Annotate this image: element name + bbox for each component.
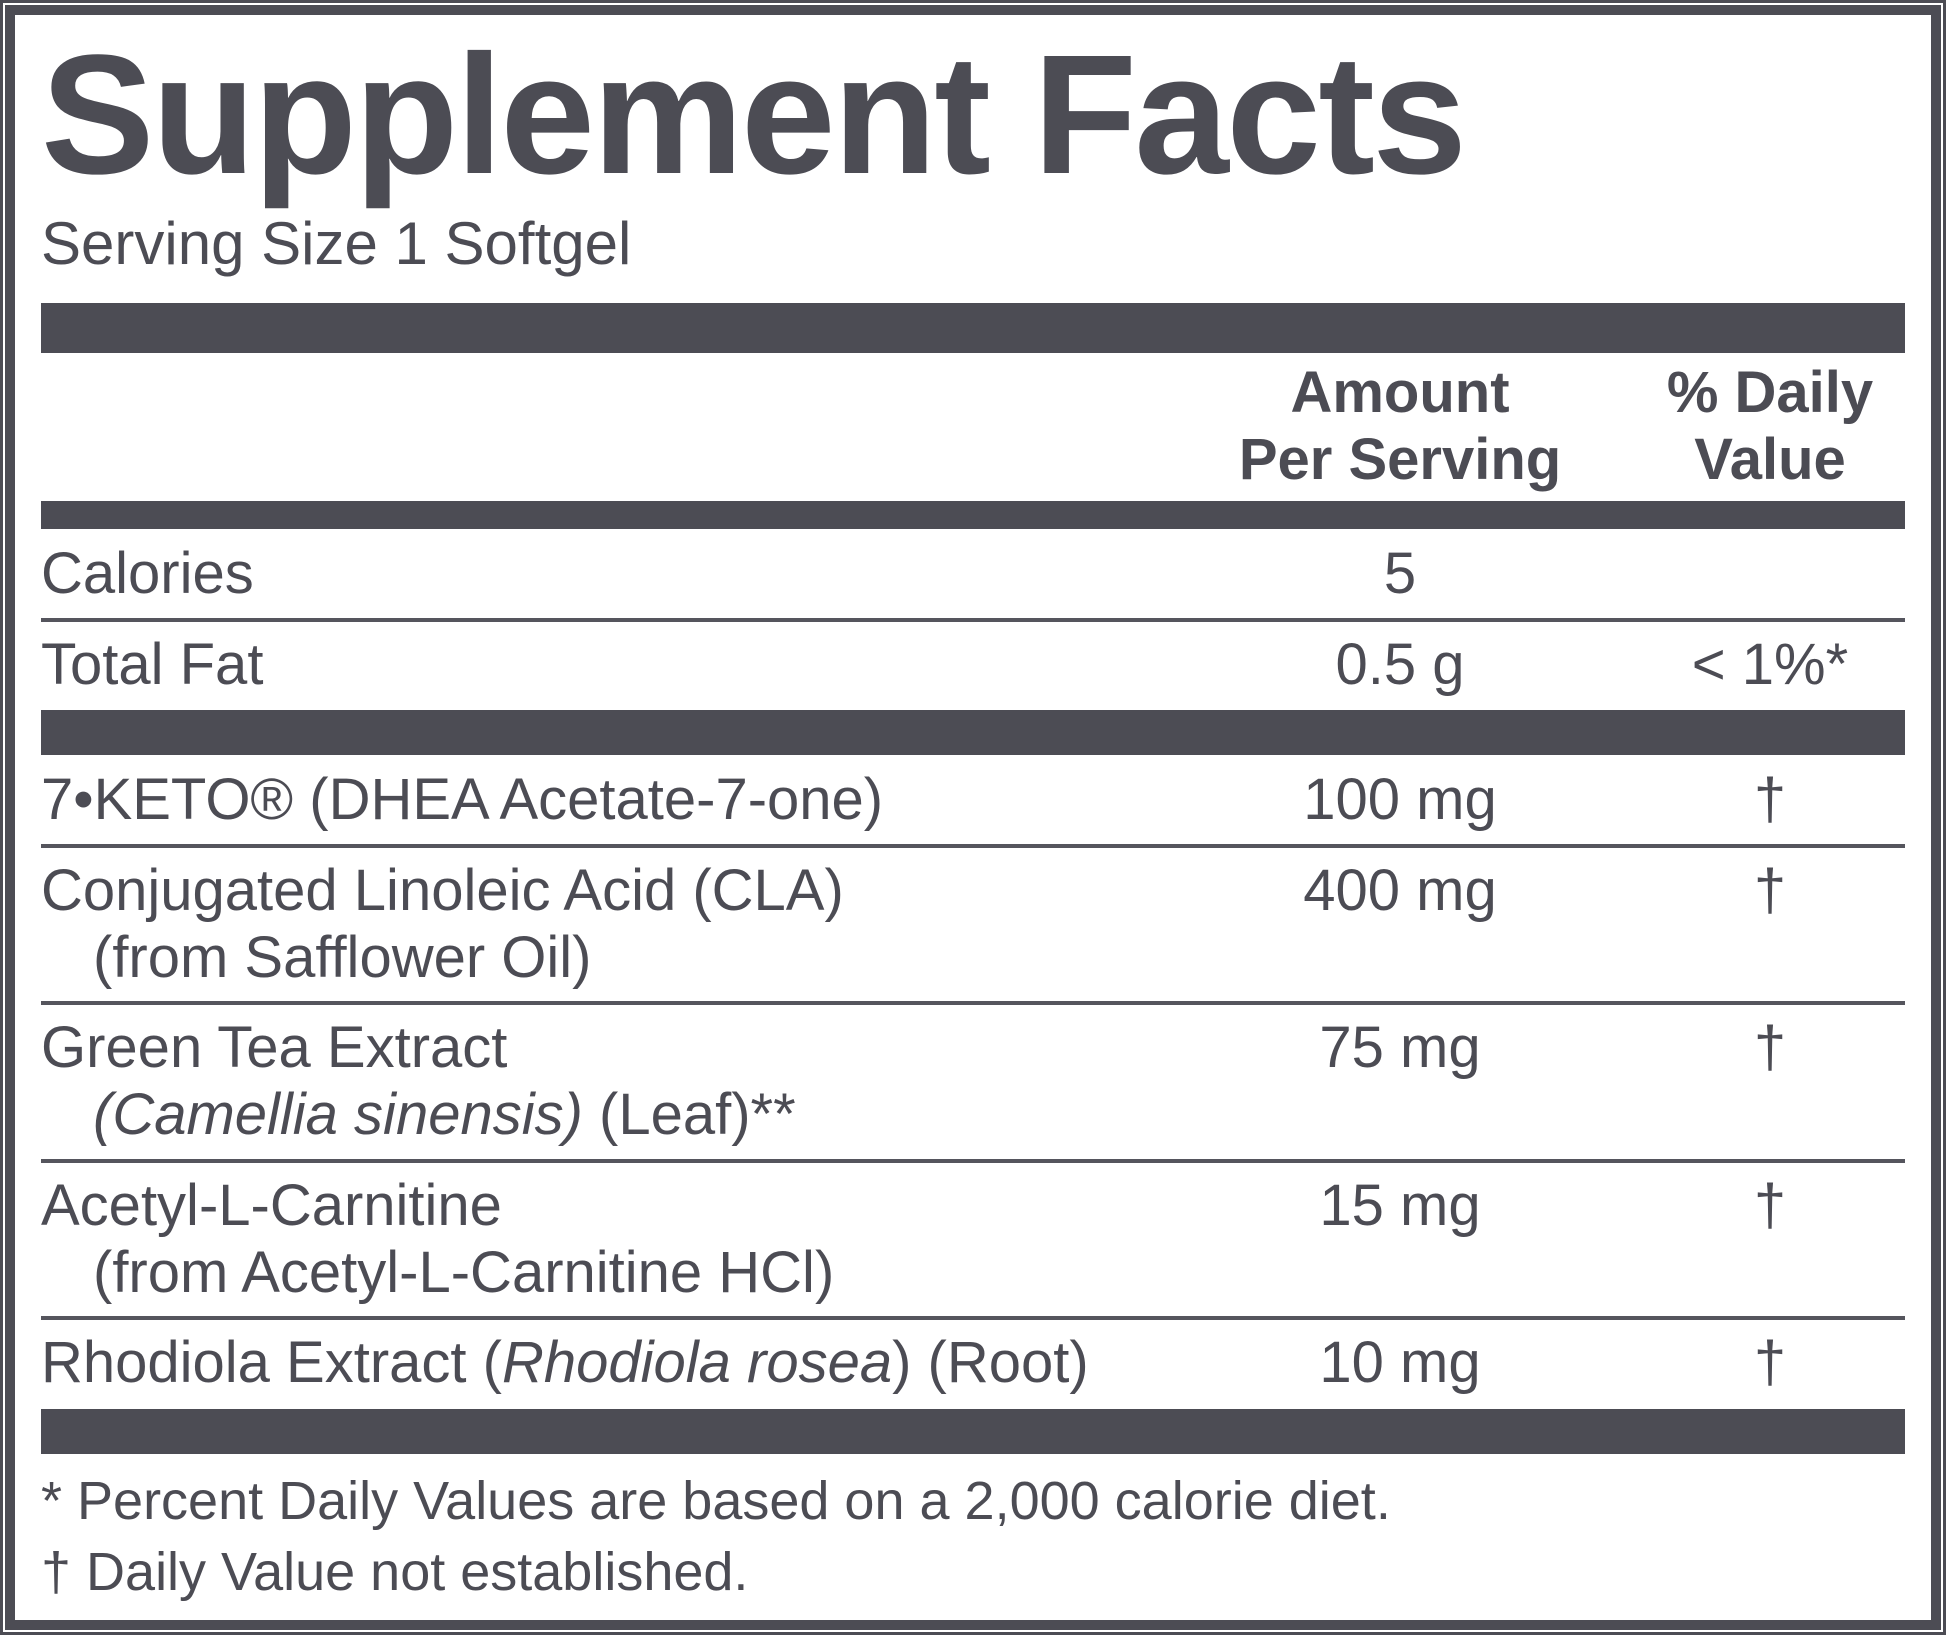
nutrient-daily-value: < 1%* bbox=[1691, 631, 1849, 697]
ingredient-row-cla: Conjugated Linoleic Acid (CLA) (from Saf… bbox=[41, 848, 1905, 1006]
ingredient-daily-value: † bbox=[1753, 1330, 1787, 1396]
amount-header-line2: Per Serving bbox=[1238, 426, 1562, 492]
nutrient-amount: 5 bbox=[1383, 541, 1417, 607]
ingredient-botanical-detail: (Camellia sinensis) (Leaf)** bbox=[41, 1082, 1165, 1149]
ingredient-source-detail: (from Safflower Oil) bbox=[93, 924, 592, 990]
ingredient-name: Green Tea Extract bbox=[41, 1015, 508, 1081]
thick-separator-middle bbox=[41, 710, 1905, 756]
daily-value-header-line1: % Daily bbox=[1666, 359, 1874, 425]
ingredient-amount: 15 mg bbox=[1319, 1172, 1481, 1238]
ingredient-name: Conjugated Linoleic Acid (CLA) bbox=[41, 858, 844, 924]
ingredient-amount: 400 mg bbox=[1303, 858, 1497, 924]
daily-value-header-line2: Value bbox=[1694, 426, 1846, 492]
footnote-dagger: † Daily Value not established. bbox=[41, 1542, 749, 1603]
ingredient-name-suffix: ) (Root) bbox=[892, 1330, 1089, 1396]
ingredient-amount: 100 mg bbox=[1303, 767, 1497, 833]
serving-size: Serving Size 1 Softgel bbox=[41, 209, 632, 277]
ingredient-source-detail: (from Acetyl-L-Carnitine HCl) bbox=[93, 1239, 835, 1305]
ingredient-daily-value: † bbox=[1753, 1015, 1787, 1081]
nutrient-name: Calories bbox=[41, 541, 254, 607]
ingredient-name-block: Green Tea Extract (Camellia sinensis) (L… bbox=[41, 1015, 1165, 1148]
ingredient-daily-value: † bbox=[1753, 1172, 1787, 1238]
ingredient-row-rhodiola: Rhodiola Extract (Rhodiola rosea) (Root)… bbox=[41, 1320, 1905, 1409]
column-headers: Amount Per Serving % Daily Value bbox=[41, 353, 1905, 502]
botanical-name: (Camellia sinensis) bbox=[93, 1082, 583, 1148]
daily-value-header: % Daily Value bbox=[1635, 359, 1905, 494]
ingredient-name-block: Acetyl-L-Carnitine (from Acetyl-L-Carnit… bbox=[41, 1173, 1165, 1306]
ingredient-name: Rhodiola Extract (Rhodiola rosea) (Root) bbox=[41, 1330, 1165, 1397]
ingredient-daily-value: † bbox=[1753, 767, 1787, 833]
nutrient-amount: 0.5 g bbox=[1335, 631, 1465, 697]
footnote-daily-value: * Percent Daily Values are based on a 2,… bbox=[41, 1470, 1391, 1531]
footnotes: * Percent Daily Values are based on a 2,… bbox=[41, 1454, 1905, 1609]
ingredient-row-acetyl-l-carnitine: Acetyl-L-Carnitine (from Acetyl-L-Carnit… bbox=[41, 1163, 1905, 1321]
ingredient-daily-value: † bbox=[1753, 858, 1787, 924]
thick-separator-header bbox=[41, 501, 1905, 530]
ingredient-name-prefix: Rhodiola Extract ( bbox=[41, 1330, 502, 1396]
botanical-name: Rhodiola rosea bbox=[501, 1330, 893, 1396]
label-title: Supplement Facts bbox=[41, 20, 1467, 210]
thick-separator-top bbox=[41, 302, 1905, 353]
amount-per-serving-header: Amount Per Serving bbox=[1165, 359, 1635, 494]
ingredient-amount: 10 mg bbox=[1319, 1330, 1481, 1396]
calories-row: Calories 5 bbox=[41, 529, 1905, 622]
ingredient-row-7keto: 7•KETO® (DHEA Acetate-7-one) 100 mg † bbox=[41, 755, 1905, 849]
thick-separator-bottom bbox=[41, 1408, 1905, 1454]
nutrient-name: Total Fat bbox=[41, 631, 264, 697]
ingredient-amount: 75 mg bbox=[1319, 1015, 1481, 1081]
ingredient-name-block: Conjugated Linoleic Acid (CLA) (from Saf… bbox=[41, 858, 1165, 991]
total-fat-row: Total Fat 0.5 g < 1%* bbox=[41, 622, 1905, 711]
plant-part: (Leaf)** bbox=[582, 1082, 796, 1148]
ingredient-name: Acetyl-L-Carnitine bbox=[41, 1172, 502, 1238]
ingredient-row-green-tea: Green Tea Extract (Camellia sinensis) (L… bbox=[41, 1005, 1905, 1163]
amount-header-line1: Amount bbox=[1290, 359, 1510, 425]
ingredient-name: 7•KETO® (DHEA Acetate-7-one) bbox=[41, 767, 884, 833]
